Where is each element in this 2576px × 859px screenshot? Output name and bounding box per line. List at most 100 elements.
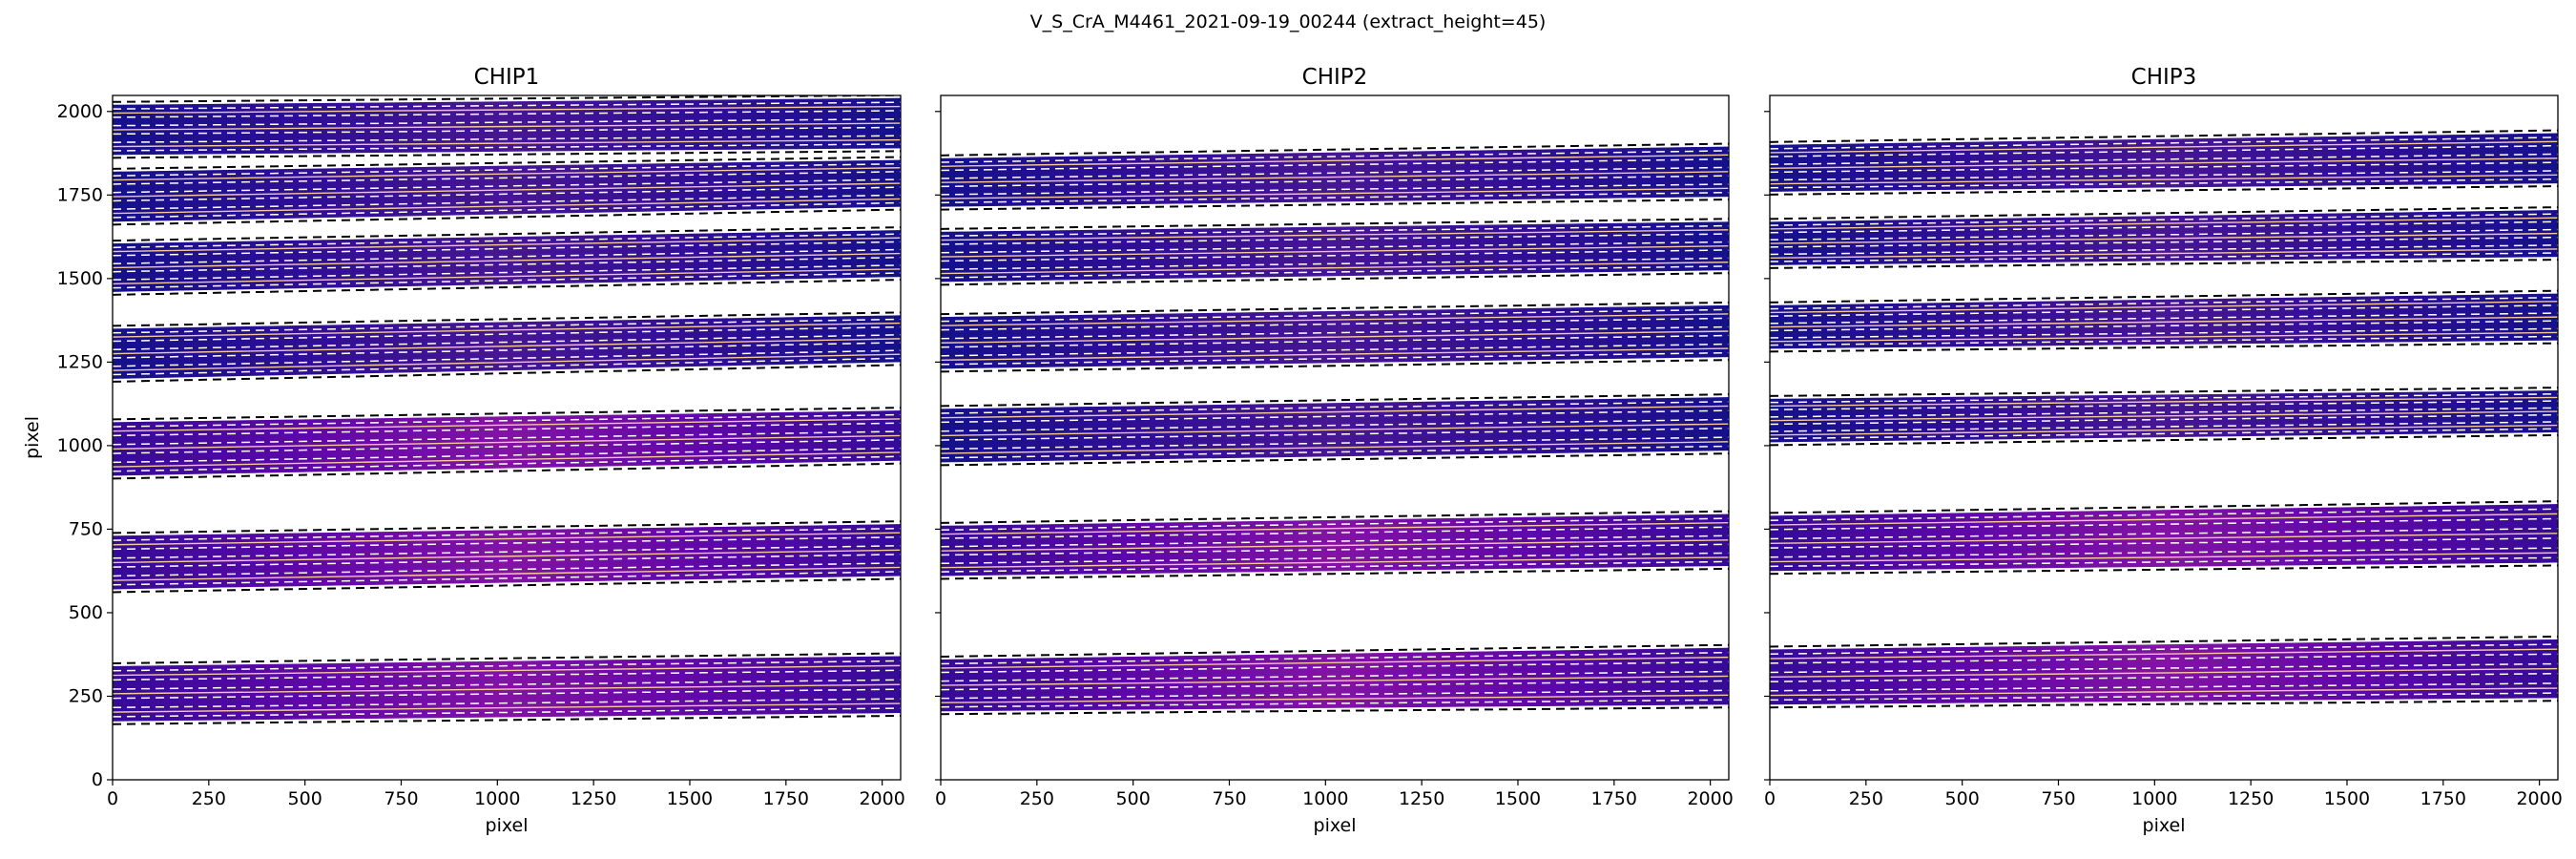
axes-frame — [1769, 94, 2559, 781]
extraction-window-line — [941, 265, 1729, 279]
extraction-window-line — [113, 527, 901, 541]
extraction-window-line — [941, 334, 1729, 348]
x-tick-label: 250 — [1849, 788, 1883, 809]
extraction-window-line — [113, 545, 901, 559]
extraction-window-line — [1770, 153, 2558, 165]
extraction-window-line — [113, 126, 901, 136]
order-group — [941, 142, 1729, 716]
extraction-window-line — [113, 117, 901, 127]
extraction-window-line — [113, 186, 901, 202]
x-tick-label: 250 — [1020, 788, 1054, 809]
extraction-window-line — [1770, 170, 2558, 181]
x-tick-label: 0 — [107, 788, 118, 809]
extraction-window-line — [941, 651, 1729, 665]
extraction-window-line — [113, 535, 901, 551]
extraction-window-line — [113, 248, 901, 264]
extraction-window-line — [941, 325, 1729, 340]
extraction-window-line — [941, 241, 1729, 254]
trace-center-line — [941, 522, 1729, 535]
order-top-edge — [113, 520, 901, 534]
extraction-window-line — [1770, 320, 2558, 332]
trace-center-line — [113, 105, 901, 115]
y-tick-label: 1750 — [57, 184, 103, 205]
extraction-window-line — [1770, 692, 2558, 702]
extraction-window-line — [113, 357, 901, 376]
order-bottom-edge — [941, 706, 1729, 716]
extraction-window-line — [1770, 547, 2558, 558]
extraction-window-line — [113, 571, 901, 586]
extraction-window-line — [113, 233, 901, 249]
trace-center-line — [1770, 217, 2558, 230]
x-tick-label: 1500 — [2324, 788, 2370, 809]
extraction-window-line — [941, 699, 1729, 708]
extraction-window-line — [1770, 508, 2558, 521]
trace-center-line — [941, 229, 1729, 241]
extraction-window-line — [113, 422, 901, 437]
order-top-edge — [1770, 635, 2558, 648]
extraction-window-line — [1770, 178, 2558, 189]
extraction-window-line — [941, 224, 1729, 237]
extraction-window-line — [1770, 407, 2558, 418]
extraction-window-line — [1770, 252, 2558, 262]
trace-center-line — [1770, 667, 2558, 679]
order-bottom-edge — [1770, 564, 2558, 576]
x-tick-label: 1000 — [2131, 788, 2177, 809]
trace-center-line — [113, 434, 901, 450]
trace-center-line — [113, 549, 901, 564]
order-top-edge — [1770, 129, 2558, 143]
extraction-window-line — [1770, 517, 2558, 531]
order-bottom-edge — [113, 714, 901, 725]
extraction-window-line — [113, 669, 901, 681]
extraction-window-line — [113, 447, 901, 464]
x-tick-label: 2000 — [2516, 788, 2562, 809]
order-top-edge — [941, 218, 1729, 230]
trace-center-line — [941, 441, 1729, 454]
order-top-edge — [1770, 387, 2558, 397]
trace-center-line — [941, 187, 1729, 199]
y-tick-label: 1500 — [57, 268, 103, 289]
order-bottom-edge — [1770, 342, 2558, 353]
order-top-edge — [1770, 500, 2558, 514]
extraction-window-line — [113, 171, 901, 185]
trace-center-line — [1770, 232, 2558, 244]
x-tick-label: 250 — [192, 788, 226, 809]
extraction-window-line — [113, 554, 901, 568]
extraction-window-line — [113, 143, 901, 152]
order-bottom-edge — [113, 462, 901, 480]
extraction-window-line — [113, 349, 901, 367]
order-bottom-edge — [941, 359, 1729, 373]
panel-title: CHIP1 — [474, 65, 540, 90]
trace-center-line — [941, 656, 1729, 669]
x-tick-label: 2000 — [859, 788, 904, 809]
extraction-window-line — [941, 175, 1729, 188]
extraction-window-line — [1770, 413, 2558, 426]
extraction-window-line — [1770, 527, 2558, 540]
trace-center-line — [941, 423, 1729, 437]
order-bottom-edge — [1770, 259, 2558, 269]
order-top-edge — [941, 142, 1729, 157]
trace-center-line — [1770, 174, 2558, 185]
extraction-window-line — [113, 135, 901, 143]
extraction-window-line — [941, 401, 1729, 414]
extraction-window-line — [941, 317, 1729, 331]
trace-center-line — [113, 268, 901, 285]
trace-center-line — [113, 532, 901, 546]
x-tick-label: 1250 — [571, 788, 616, 809]
y-tick-label: 1250 — [57, 351, 103, 372]
extraction-window-line — [1770, 335, 2558, 346]
order-top-edge — [941, 301, 1729, 316]
extraction-window-line — [941, 428, 1729, 441]
order-top-edge — [113, 95, 901, 103]
extraction-window-line — [1770, 421, 2558, 432]
panel-chip2: 0 250 500 750 1000 1250 1500 1750 2000 CHIP2 pixel — [935, 65, 1734, 836]
trace-center-line — [941, 245, 1729, 258]
trace-center-line — [113, 418, 901, 432]
x-tick-label: 0 — [935, 788, 946, 809]
trace-center-line — [113, 138, 901, 148]
x-tick-label: 750 — [1212, 788, 1246, 809]
order-top-edge — [113, 311, 901, 327]
trace-center-line — [1770, 331, 2558, 343]
order-top-edge — [113, 407, 901, 421]
trace-center-line — [113, 451, 901, 468]
extraction-window-line — [1770, 213, 2558, 226]
